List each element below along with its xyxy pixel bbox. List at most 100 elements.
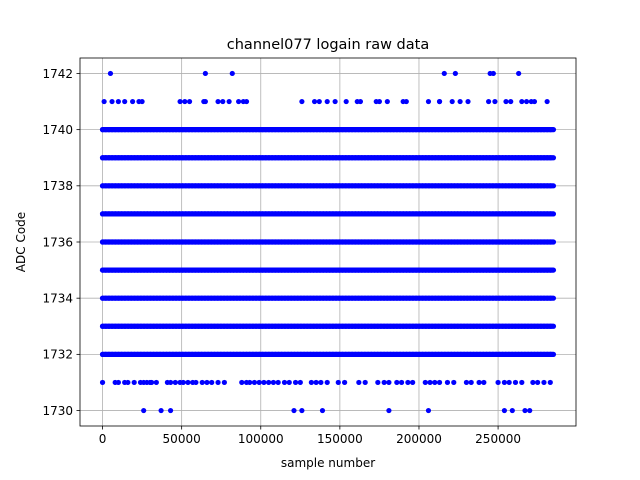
data-point [444, 379, 451, 386]
data-point [335, 379, 341, 386]
data-point [436, 379, 443, 386]
data-point [167, 379, 174, 386]
data-point [547, 183, 554, 189]
data-point [332, 98, 338, 105]
data-point [220, 98, 226, 105]
data-point [452, 70, 458, 77]
data-point [313, 379, 319, 386]
data-point [202, 98, 208, 105]
data-point [405, 379, 411, 386]
data-point [425, 407, 432, 414]
data-point [186, 98, 193, 105]
data-point [425, 98, 432, 105]
data-point [130, 98, 136, 105]
x-axis-label: sample number [281, 456, 375, 470]
data-point [432, 379, 438, 386]
y-tick-label: 1738 [42, 179, 73, 193]
data-point [501, 379, 508, 386]
x-tick-label: 100000 [238, 432, 284, 446]
data-point [107, 70, 114, 77]
data-point [495, 379, 501, 386]
y-tick-label: 1736 [42, 235, 73, 249]
data-point [318, 379, 324, 386]
data-point [547, 295, 554, 301]
data-point [153, 379, 159, 386]
data-point [204, 379, 210, 386]
data-point [109, 98, 115, 105]
data-point [410, 379, 416, 386]
data-point [311, 98, 318, 105]
data-point [99, 379, 106, 386]
data-point [209, 379, 215, 386]
data-point [299, 98, 305, 105]
data-point [172, 379, 178, 386]
data-point [275, 379, 281, 386]
data-point [522, 407, 528, 414]
data-point [503, 98, 509, 105]
data-point [308, 379, 314, 386]
data-point [226, 98, 232, 105]
data-point [324, 98, 330, 105]
data-point [463, 379, 470, 386]
data-point [139, 98, 145, 105]
data-point [342, 379, 348, 386]
data-point [519, 98, 525, 105]
x-tick-label: 0 [99, 432, 107, 446]
data-point [266, 379, 272, 386]
chart-title: channel077 logain raw data [227, 37, 429, 53]
data-point [519, 379, 525, 386]
data-point [501, 407, 508, 414]
data-point [527, 407, 533, 414]
data-point [547, 351, 554, 357]
y-tick-label: 1730 [42, 404, 73, 418]
x-tick-label: 50000 [163, 432, 201, 446]
data-point [362, 379, 368, 386]
data-point [541, 379, 547, 386]
data-point [451, 379, 457, 386]
data-point [299, 407, 305, 414]
data-point [509, 407, 515, 414]
data-point [506, 379, 512, 386]
data-point [523, 98, 530, 105]
data-point [531, 98, 538, 105]
data-point [468, 379, 474, 386]
data-point [535, 379, 541, 386]
data-point [270, 379, 277, 386]
data-point [115, 379, 121, 386]
data-point [376, 98, 383, 105]
data-point [131, 379, 137, 386]
data-point [492, 98, 498, 105]
data-point [547, 127, 554, 133]
data-point [182, 98, 188, 105]
data-point [291, 407, 297, 414]
data-point [375, 379, 381, 386]
data-point [185, 379, 191, 386]
data-point [256, 379, 262, 386]
data-point [422, 379, 428, 386]
data-point [490, 70, 496, 77]
data-point [547, 323, 554, 329]
data-point [357, 98, 364, 105]
y-axis-label: ADC Code [14, 212, 28, 272]
data-point [297, 379, 303, 386]
data-point [319, 407, 326, 414]
data-point [386, 407, 392, 414]
data-point [261, 379, 267, 386]
data-point [516, 70, 522, 77]
data-point [215, 98, 221, 105]
data-point [122, 98, 128, 105]
data-point [202, 70, 208, 77]
data-point [148, 379, 155, 386]
data-point [193, 379, 199, 386]
data-point [465, 98, 471, 105]
x-tick-label: 200000 [396, 432, 442, 446]
data-point [512, 379, 519, 386]
x-tick-label: 150000 [317, 432, 363, 446]
data-point [141, 407, 147, 414]
data-point [547, 267, 554, 273]
data-point [427, 379, 433, 386]
data-point [544, 98, 550, 105]
y-axis-ticks: 1730 1732 1734 1736 1738 1740 1742 [42, 67, 80, 418]
data-point [457, 98, 463, 105]
